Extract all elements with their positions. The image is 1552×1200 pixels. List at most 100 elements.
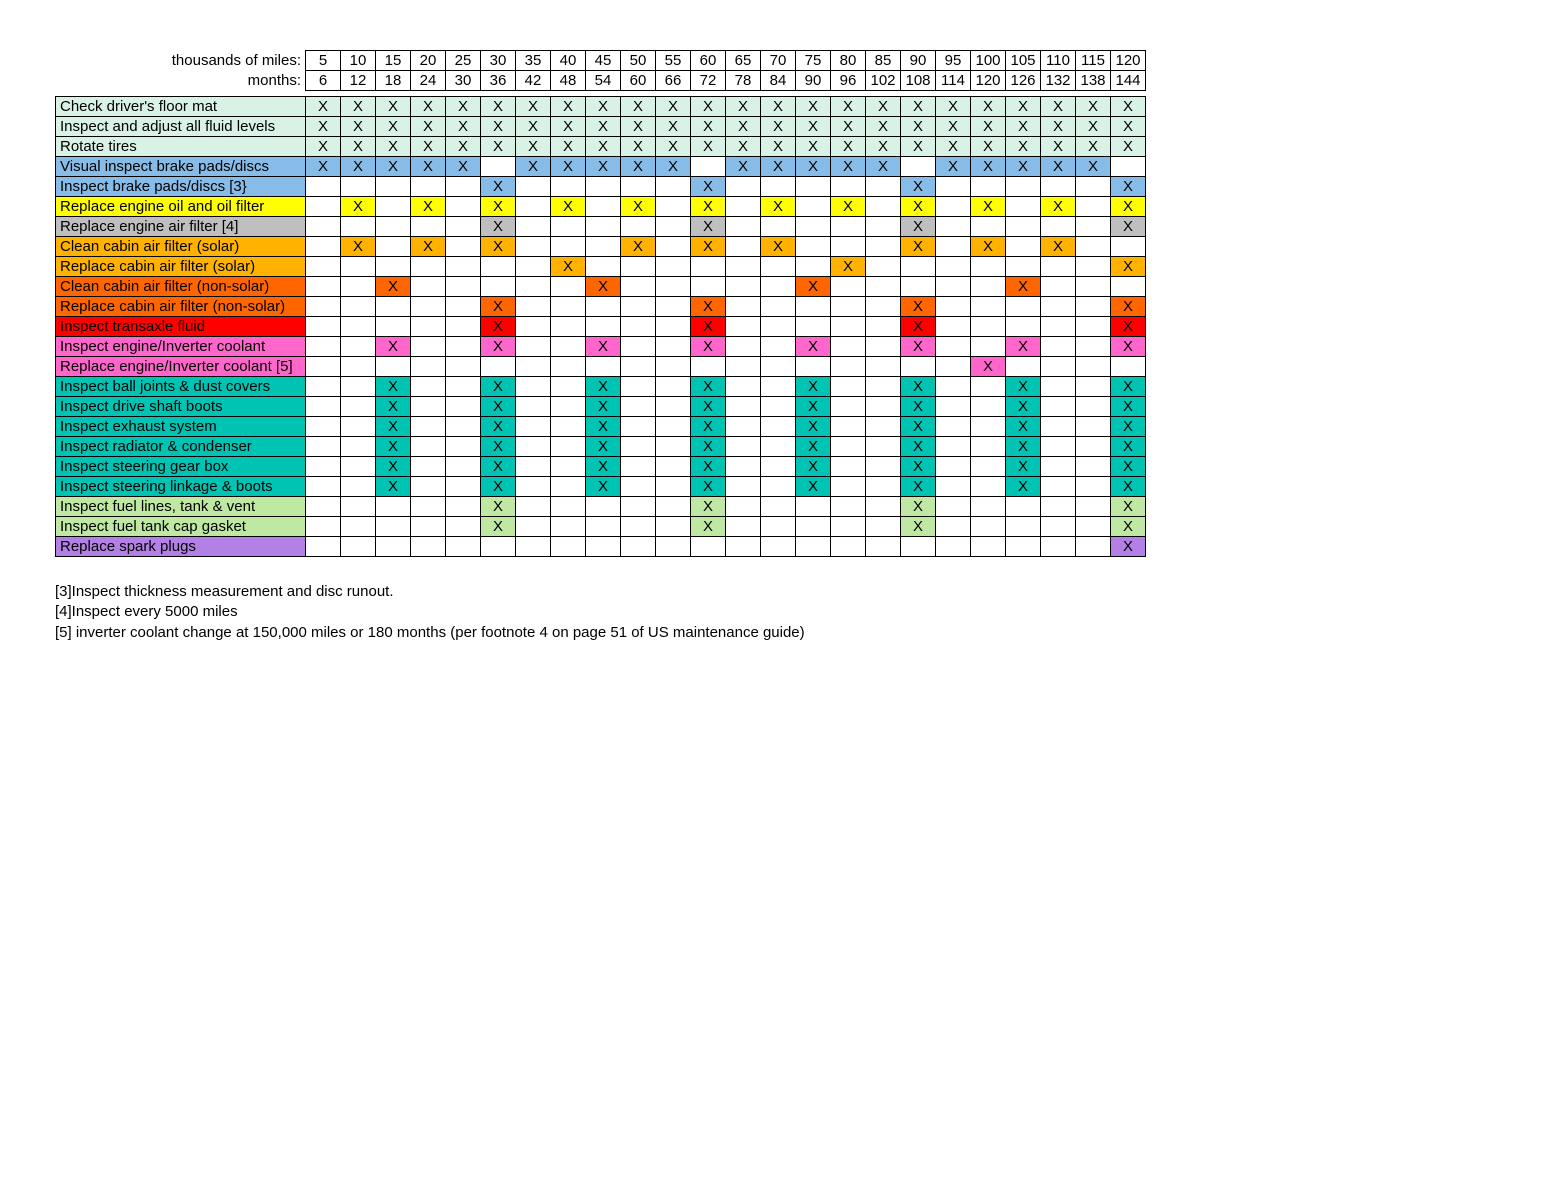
mark-cell: X xyxy=(481,297,516,317)
row-label: Inspect engine/Inverter coolant xyxy=(56,337,306,357)
mark-cell xyxy=(376,257,411,277)
mark-cell xyxy=(936,517,971,537)
mark-cell xyxy=(1041,257,1076,277)
mark-cell: X xyxy=(1041,97,1076,117)
mark-cell: X xyxy=(796,417,831,437)
mark-cell: X xyxy=(936,97,971,117)
miles-col: 65 xyxy=(726,51,761,71)
mark-cell xyxy=(831,477,866,497)
row-label: Replace spark plugs xyxy=(56,537,306,557)
mark-cell xyxy=(411,217,446,237)
mark-cell xyxy=(866,437,901,457)
mark-cell xyxy=(551,537,586,557)
mark-cell: X xyxy=(516,137,551,157)
mark-cell xyxy=(1006,357,1041,377)
mark-cell: X xyxy=(1111,377,1146,397)
mark-cell: X xyxy=(376,97,411,117)
mark-cell xyxy=(1076,237,1111,257)
mark-cell xyxy=(936,277,971,297)
mark-cell: X xyxy=(1041,237,1076,257)
mark-cell xyxy=(516,377,551,397)
mark-cell xyxy=(726,317,761,337)
mark-cell: X xyxy=(1111,317,1146,337)
mark-cell: X xyxy=(691,337,726,357)
mark-cell xyxy=(1041,457,1076,477)
mark-cell: X xyxy=(1111,537,1146,557)
mark-cell xyxy=(551,417,586,437)
table-row: Inspect fuel tank cap gasketXXXX xyxy=(56,517,1146,537)
mark-cell xyxy=(831,457,866,477)
mark-cell xyxy=(586,517,621,537)
mark-cell xyxy=(726,237,761,257)
mark-cell xyxy=(726,357,761,377)
mark-cell: X xyxy=(551,97,586,117)
mark-cell xyxy=(481,357,516,377)
mark-cell: X xyxy=(691,477,726,497)
mark-cell: X xyxy=(551,137,586,157)
mark-cell: X xyxy=(446,117,481,137)
miles-col: 20 xyxy=(411,51,446,71)
mark-cell: X xyxy=(1076,117,1111,137)
row-label: Inspect and adjust all fluid levels xyxy=(56,117,306,137)
mark-cell xyxy=(516,317,551,337)
mark-cell xyxy=(936,237,971,257)
mark-cell xyxy=(866,377,901,397)
mark-cell xyxy=(831,377,866,397)
miles-col: 35 xyxy=(516,51,551,71)
months-col: 66 xyxy=(656,71,691,91)
mark-cell: X xyxy=(866,137,901,157)
mark-cell xyxy=(306,177,341,197)
months-col: 36 xyxy=(481,71,516,91)
mark-cell xyxy=(306,477,341,497)
mark-cell: X xyxy=(901,497,936,517)
table-row: Replace engine/Inverter coolant [5]X xyxy=(56,357,1146,377)
mark-cell xyxy=(341,277,376,297)
mark-cell xyxy=(761,217,796,237)
mark-cell xyxy=(726,397,761,417)
table-row: Replace engine air filter [4]XXXX xyxy=(56,217,1146,237)
mark-cell xyxy=(446,297,481,317)
mark-cell xyxy=(411,277,446,297)
mark-cell: X xyxy=(341,97,376,117)
mark-cell: X xyxy=(516,117,551,137)
mark-cell xyxy=(306,457,341,477)
miles-col: 120 xyxy=(1111,51,1146,71)
mark-cell xyxy=(831,537,866,557)
mark-cell xyxy=(1076,437,1111,457)
mark-cell xyxy=(1076,277,1111,297)
mark-cell: X xyxy=(586,137,621,157)
mark-cell xyxy=(621,477,656,497)
row-label: Clean cabin air filter (solar) xyxy=(56,237,306,257)
footnotes: [3]Inspect thickness measurement and dis… xyxy=(55,582,1497,643)
mark-cell xyxy=(621,357,656,377)
mark-cell: X xyxy=(376,397,411,417)
table-row: Inspect engine/Inverter coolantXXXXXXXX xyxy=(56,337,1146,357)
table-row: Inspect exhaust systemXXXXXXXX xyxy=(56,417,1146,437)
mark-cell xyxy=(866,297,901,317)
mark-cell: X xyxy=(481,397,516,417)
mark-cell xyxy=(376,177,411,197)
mark-cell xyxy=(866,337,901,357)
mark-cell: X xyxy=(621,157,656,177)
mark-cell xyxy=(1076,457,1111,477)
mark-cell: X xyxy=(481,457,516,477)
mark-cell xyxy=(411,337,446,357)
mark-cell: X xyxy=(1111,137,1146,157)
mark-cell: X xyxy=(586,397,621,417)
mark-cell: X xyxy=(1006,417,1041,437)
mark-cell xyxy=(936,317,971,337)
mark-cell xyxy=(691,537,726,557)
mark-cell xyxy=(761,317,796,337)
mark-cell: X xyxy=(901,177,936,197)
mark-cell xyxy=(656,457,691,477)
mark-cell xyxy=(306,257,341,277)
mark-cell xyxy=(936,497,971,517)
mark-cell xyxy=(726,517,761,537)
row-label: Replace engine air filter [4] xyxy=(56,217,306,237)
mark-cell xyxy=(1076,397,1111,417)
mark-cell xyxy=(411,177,446,197)
mark-cell xyxy=(831,277,866,297)
mark-cell xyxy=(936,417,971,437)
mark-cell: X xyxy=(901,397,936,417)
mark-cell xyxy=(411,437,446,457)
